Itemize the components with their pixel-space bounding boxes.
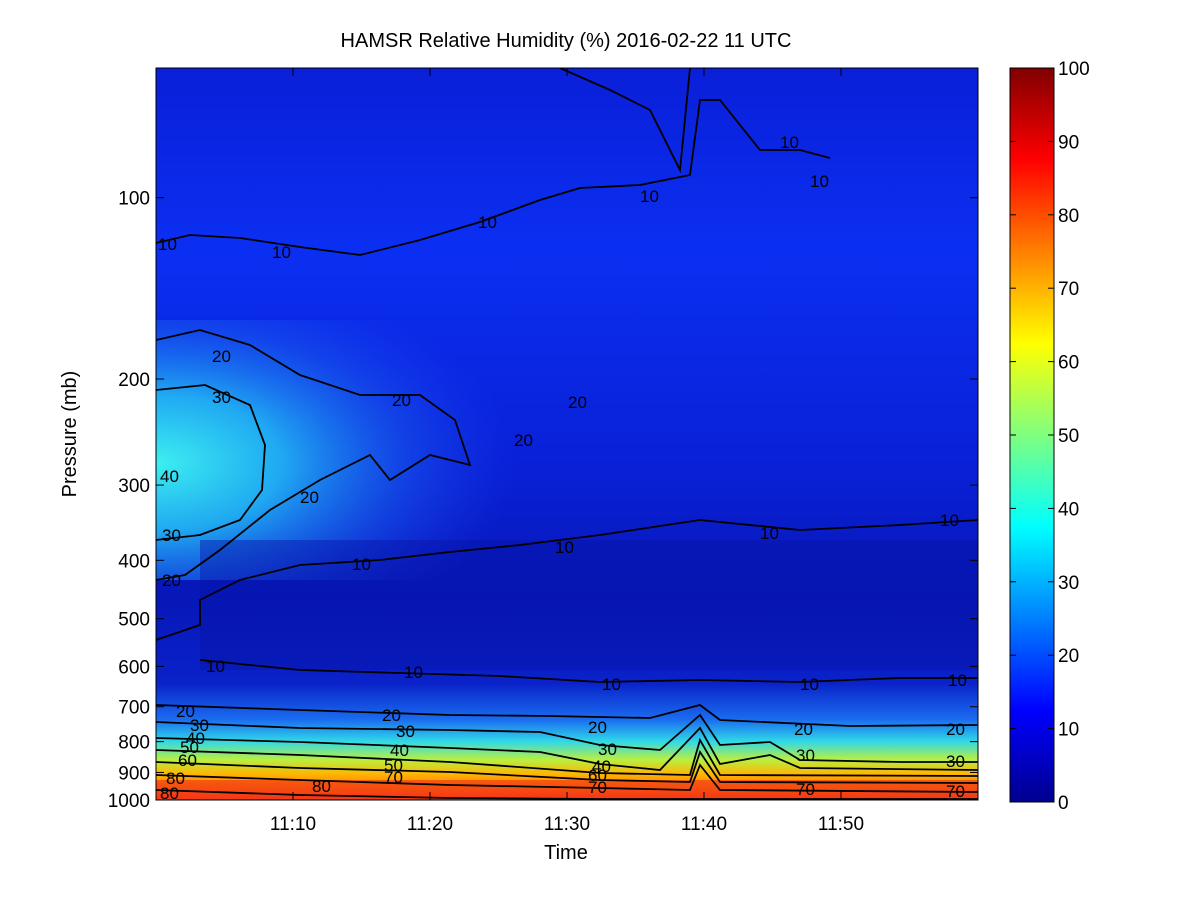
contour-line-10-lower [199, 659, 978, 683]
contour-line-20-upper [156, 329, 472, 581]
colorbar-tick-label: 40 [1058, 499, 1079, 520]
y-tick-label: 500 [118, 610, 150, 631]
colorbar-tick-label: 10 [1058, 720, 1079, 741]
plot-area: 10 10 10 10 10 10 20 30 20 20 20 40 20 3… [156, 68, 978, 803]
contour-label: 30 [162, 526, 181, 545]
contour-label: 10 [404, 663, 423, 682]
x-axis-label: Time [544, 842, 588, 864]
contour-label: 70 [588, 778, 607, 797]
contour-label: 10 [602, 675, 621, 694]
contour-label: 10 [760, 524, 779, 543]
chart-title: HAMSR Relative Humidity (%) 2016-02-22 1… [341, 30, 792, 52]
contour-label: 10 [158, 235, 177, 254]
contour-label: 20 [300, 488, 319, 507]
contour-label: 70 [796, 780, 815, 799]
contour-line-10-mid [156, 519, 978, 641]
y-tick-label: 700 [118, 698, 150, 719]
y-axis-label: Pressure (mb) [59, 371, 81, 498]
colorbar-tick-label: 50 [1058, 426, 1079, 447]
colorbar-tick-label: 100 [1058, 59, 1090, 80]
contour-label: 40 [186, 729, 205, 748]
y-tick-label: 1000 [108, 791, 150, 812]
contour-label: 10 [555, 538, 574, 557]
contour-label: 10 [272, 243, 291, 262]
y-tick-label: 900 [118, 763, 150, 784]
x-axis: 11:10 11:20 11:30 11:40 11:50 [270, 68, 864, 835]
contour-label: 10 [206, 657, 225, 676]
y-axis: 100 200 300 400 500 600 700 800 900 1000 [108, 189, 978, 812]
contour-label: 40 [390, 741, 409, 760]
contour-label: 60 [178, 751, 197, 770]
contour-line-10-upper [156, 99, 831, 256]
contour-line-50 [156, 737, 978, 777]
contour-label: 20 [514, 431, 533, 450]
contour-label: 10 [352, 555, 371, 574]
contour-label: 80 [160, 784, 179, 803]
contour-line-10-top [559, 68, 691, 174]
contour-label: 20 [794, 720, 813, 739]
contour-label: 10 [948, 671, 967, 690]
contour-label: 30 [190, 716, 209, 735]
contour-label: 10 [800, 675, 819, 694]
contour-label: 10 [810, 172, 829, 191]
colorbar-tick-label: 60 [1058, 353, 1079, 374]
contour-label: 30 [598, 740, 617, 759]
dry-layer [200, 540, 978, 670]
contour-line-20-lower [156, 704, 978, 727]
contour-line-60 [156, 749, 978, 784]
contour-label: 10 [780, 133, 799, 152]
contour-label: 10 [940, 511, 959, 530]
colorbar-axis: 0 10 20 30 40 50 60 70 80 90 100 [1010, 59, 1090, 814]
contour-label: 10 [478, 213, 497, 232]
colorbar-tick-label: 20 [1058, 646, 1079, 667]
x-tick-label: 11:50 [818, 814, 864, 835]
contour-label: 50 [384, 756, 403, 775]
x-tick-label: 11:40 [681, 814, 727, 835]
contour-label: 20 [176, 702, 195, 721]
colorbar-tick-label: 30 [1058, 573, 1079, 594]
y-tick-label: 300 [118, 476, 150, 497]
contour-label: 70 [384, 768, 403, 787]
contour-label: 60 [588, 766, 607, 785]
contour-label: 40 [592, 757, 611, 776]
y-tick-label: 100 [118, 189, 150, 210]
contour-label: 20 [588, 718, 607, 737]
contour-label: 50 [180, 738, 199, 757]
contour-label: 20 [162, 571, 181, 590]
y-tick-label: 800 [118, 733, 150, 754]
colorbar-tick-label: 0 [1058, 793, 1069, 814]
contour-label: 40 [160, 467, 179, 486]
x-tick-label: 11:20 [407, 814, 453, 835]
contour-label: 30 [796, 746, 815, 765]
colorbar-tick-label: 80 [1058, 206, 1079, 227]
contour-label: 30 [212, 388, 231, 407]
contour-label: 20 [392, 391, 411, 410]
contour-label: 80 [312, 777, 331, 796]
contour-label: 20 [212, 347, 231, 366]
contour-line-40 [156, 726, 978, 771]
colorbar [1009, 67, 1055, 803]
contour-line-80 [156, 789, 978, 800]
contour-line-70 [156, 763, 978, 793]
x-tick-label: 11:30 [544, 814, 590, 835]
contour-label: 30 [946, 752, 965, 771]
contour-label: 20 [568, 393, 587, 412]
contour-label: 70 [946, 782, 965, 801]
contour-line-30 [156, 384, 266, 541]
contour-line-30-lower [156, 713, 978, 763]
contour-label: 80 [166, 769, 185, 788]
contour-label: 20 [382, 706, 401, 725]
contour-label: 10 [640, 187, 659, 206]
colorbar-tick-label: 70 [1058, 279, 1079, 300]
y-tick-label: 400 [118, 551, 150, 572]
x-tick-label: 11:10 [270, 814, 316, 835]
colorbar-tick-label: 90 [1058, 132, 1079, 153]
contour-label: 20 [946, 720, 965, 739]
y-tick-label: 600 [118, 657, 150, 678]
y-tick-label: 200 [118, 370, 150, 391]
saturated-layer [156, 780, 978, 800]
contour-label: 30 [396, 722, 415, 741]
